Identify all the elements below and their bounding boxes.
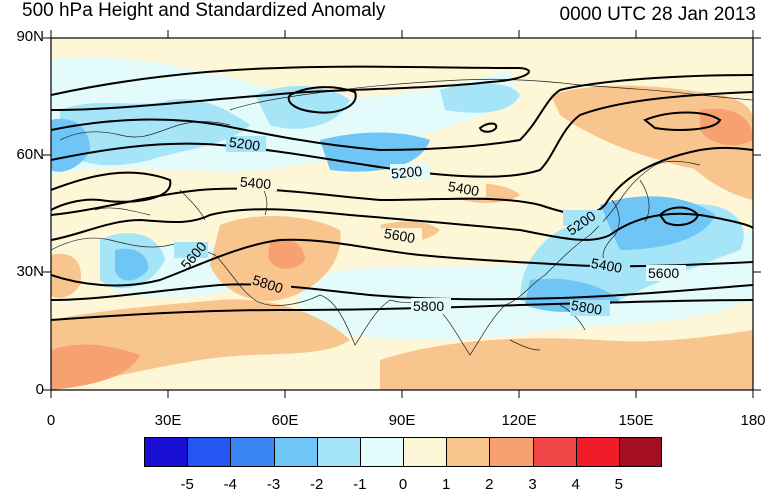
anomaly-shading xyxy=(51,38,753,390)
contour-label: 5800 xyxy=(413,298,444,314)
contour-label: 5200 xyxy=(390,163,423,182)
colorbar-swatch xyxy=(359,437,404,467)
contour-label: 5400 xyxy=(590,255,624,276)
contour-label: 5600 xyxy=(648,265,679,281)
colorbar-label: 2 xyxy=(485,476,494,493)
colorbar-swatch xyxy=(446,437,490,467)
colorbar-label: -3 xyxy=(266,476,281,493)
contour-label: 5400 xyxy=(447,178,481,199)
colorbar-label: -1 xyxy=(353,476,367,493)
lat-label-60n: 60N xyxy=(16,146,44,163)
colorbar-label: 4 xyxy=(571,476,580,493)
colorbar-swatch xyxy=(532,437,577,467)
colorbar-swatch xyxy=(489,437,533,467)
lat-label-90n: 90N xyxy=(16,28,44,45)
colorbar-swatch xyxy=(144,437,188,467)
colorbar-swatch xyxy=(575,437,620,467)
colorbar-label: -4 xyxy=(223,476,237,493)
colorbar-swatch xyxy=(230,437,274,467)
axis-ticks xyxy=(43,30,761,398)
lon-label-0: 0 xyxy=(46,412,56,429)
colorbar-swatch xyxy=(187,437,231,467)
map-title: 500 hPa Height and Standardized Anomaly xyxy=(22,0,386,21)
colorbar-swatch xyxy=(618,437,663,467)
contour-label: 5400 xyxy=(239,174,272,193)
contour-label: 5600 xyxy=(383,225,417,246)
lon-label-150e: 150E xyxy=(618,412,654,429)
colorbar-swatch xyxy=(273,437,318,467)
lon-label-60e: 60E xyxy=(271,412,299,429)
colorbar-label: 3 xyxy=(528,476,537,493)
lon-label-30e: 30E xyxy=(154,412,182,429)
contour-label: 5800 xyxy=(570,297,604,318)
colorbar-label: 1 xyxy=(441,476,451,493)
contour-label: 5200 xyxy=(228,134,261,154)
lat-label-0: 0 xyxy=(35,381,44,398)
lat-label-30n: 30N xyxy=(16,263,44,280)
lon-label-180: 180 xyxy=(740,412,766,429)
lon-label-120e: 120E xyxy=(501,412,537,429)
valid-time: 0000 UTC 28 Jan 2013 xyxy=(559,4,756,25)
lon-label-90e: 90E xyxy=(388,412,416,429)
colorbar-label: -5 xyxy=(180,476,194,493)
colorbar-label: -2 xyxy=(309,476,324,493)
colorbar-swatch xyxy=(403,437,447,467)
colorbar-label: 0 xyxy=(398,476,408,493)
colorbar-swatch xyxy=(316,437,361,467)
colorbar-label: 5 xyxy=(614,476,623,493)
